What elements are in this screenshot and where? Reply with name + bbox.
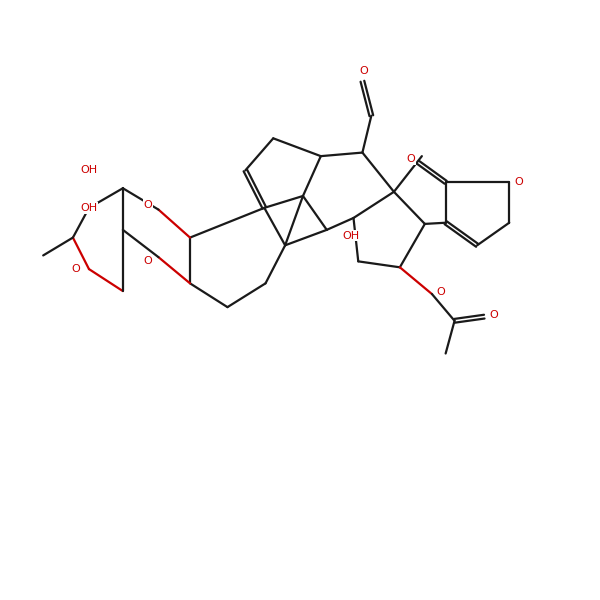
- Text: O: O: [143, 256, 152, 266]
- Text: O: O: [490, 310, 498, 320]
- Text: OH: OH: [80, 203, 98, 213]
- Text: OH: OH: [80, 166, 98, 175]
- Text: O: O: [514, 178, 523, 187]
- Text: O: O: [359, 66, 368, 76]
- Text: O: O: [143, 200, 152, 210]
- Text: OH: OH: [342, 231, 359, 241]
- Text: O: O: [71, 264, 80, 274]
- Text: O: O: [406, 154, 415, 164]
- Text: O: O: [437, 287, 445, 296]
